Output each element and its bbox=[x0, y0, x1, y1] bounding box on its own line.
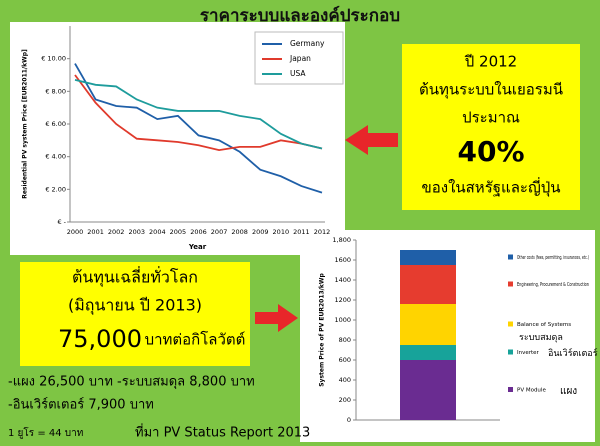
y-tick-label: € 2.00 bbox=[45, 185, 66, 193]
bar-segment bbox=[400, 345, 456, 360]
callout-text: ปี 2012 bbox=[464, 53, 517, 71]
callout-text: ของในสหรัฐและญี่ปุ่น bbox=[421, 177, 560, 198]
legend-label: Other costs (fees, permitting, insurance… bbox=[517, 255, 589, 261]
legend-label: Balance of Systems bbox=[517, 322, 571, 328]
x-tick-label: 2012 bbox=[314, 228, 331, 236]
y-axis-label: System Price of PV EUR2013/kWp bbox=[319, 273, 326, 387]
y-tick-label: 1,800 bbox=[332, 236, 351, 244]
note: -แผง 26,500 บาท -ระบบสมดุล 8,800 บาท bbox=[8, 375, 255, 390]
legend-swatch bbox=[508, 321, 513, 327]
callout-box bbox=[20, 262, 250, 366]
callout-text: ต้นทุนระบบในเยอรมนี bbox=[419, 81, 563, 100]
x-tick-label: 2011 bbox=[293, 228, 310, 236]
bar-segment bbox=[400, 360, 456, 420]
y-tick-label: € 8.00 bbox=[45, 87, 66, 95]
callout-text: 75,000 bbox=[58, 325, 142, 353]
annotation: แผง bbox=[560, 386, 577, 397]
bar-segment bbox=[400, 304, 456, 345]
callout-text: ต้นทุนเฉลี่ยทั่วโลก bbox=[72, 266, 198, 288]
y-tick-label: 1400 bbox=[334, 276, 351, 284]
x-tick-label: 2010 bbox=[273, 228, 290, 236]
y-tick-label: € - bbox=[57, 218, 66, 226]
y-tick-label: 400 bbox=[339, 376, 351, 384]
legend-swatch bbox=[508, 254, 513, 260]
arrow bbox=[345, 125, 398, 155]
x-tick-label: 2005 bbox=[170, 228, 187, 236]
x-axis-label: Year bbox=[188, 243, 207, 251]
x-tick-label: 2001 bbox=[87, 228, 104, 236]
y-tick-label: 600 bbox=[339, 356, 351, 364]
legend-label: Engineering, Procurement & Construction bbox=[517, 282, 589, 288]
line bbox=[74, 74, 323, 152]
annotation: ระบบสมดุล bbox=[519, 333, 563, 343]
note: 1 ยูโร = 44 บาท bbox=[8, 426, 83, 439]
y-tick-label: € 6.00 bbox=[45, 120, 66, 128]
legend-swatch bbox=[508, 281, 513, 287]
x-tick-label: 2009 bbox=[252, 228, 269, 236]
line bbox=[74, 63, 323, 194]
callout-box bbox=[402, 44, 580, 210]
y-tick-label: 1000 bbox=[334, 316, 351, 324]
bar-segment bbox=[400, 250, 456, 265]
y-tick-label: 1200 bbox=[334, 296, 351, 304]
legend-label: Germany bbox=[290, 39, 325, 48]
callout-text: 40% bbox=[457, 135, 524, 168]
callout-text: ประมาณ bbox=[462, 109, 520, 127]
legend-label: PV Module bbox=[517, 388, 546, 394]
slide-title: ราคาระบบและองค์ประกอบ bbox=[200, 5, 400, 26]
y-tick-label: 0 bbox=[347, 416, 351, 424]
note: ที่มา PV Status Report 2013 bbox=[135, 424, 310, 441]
line bbox=[74, 79, 323, 150]
y-tick-label: 800 bbox=[339, 336, 351, 344]
y-tick-label: € 4.00 bbox=[45, 153, 66, 161]
y-tick-label: € 10.00 bbox=[41, 55, 66, 63]
annotation: อินเวิร์ตเตอร์ bbox=[548, 347, 598, 359]
y-tick-label: 200 bbox=[339, 396, 351, 404]
bar-segment bbox=[400, 265, 456, 304]
y-axis-label: Residential PV system Price [EUR2011/kWp… bbox=[22, 49, 29, 199]
legend-swatch bbox=[508, 349, 513, 355]
x-tick-label: 2008 bbox=[231, 228, 248, 236]
legend-swatch bbox=[508, 387, 513, 392]
callout-text: (มิถุนายน ปี 2013) bbox=[68, 296, 202, 316]
x-tick-label: 2007 bbox=[211, 228, 228, 236]
x-tick-label: 2004 bbox=[149, 228, 166, 236]
legend-label: Inverter bbox=[517, 350, 540, 356]
arrow bbox=[255, 304, 298, 332]
y-tick-label: 1600 bbox=[334, 256, 351, 264]
x-tick-label: 2000 bbox=[67, 228, 84, 236]
note: -อินเวิร์ตเตอร์ 7,900 บาท bbox=[8, 397, 154, 413]
x-tick-label: 2006 bbox=[190, 228, 207, 236]
legend-label: USA bbox=[290, 69, 306, 78]
x-tick-label: 2003 bbox=[128, 228, 145, 236]
x-tick-label: 2002 bbox=[108, 228, 125, 236]
legend-label: Japan bbox=[289, 54, 311, 63]
callout-text: บาทต่อกิโลวัตต์ bbox=[145, 331, 246, 349]
